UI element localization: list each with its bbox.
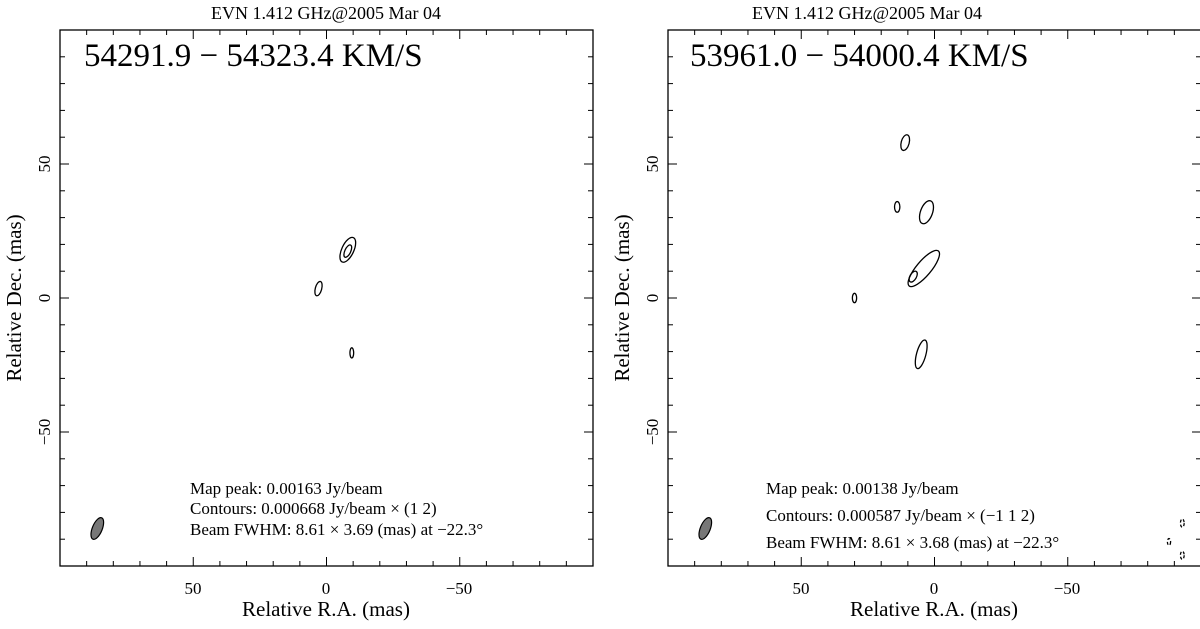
x-tick-label: 0 bbox=[322, 579, 331, 598]
negative-contour bbox=[1179, 518, 1185, 528]
beam-ellipse bbox=[698, 517, 713, 540]
x-tick-label: 0 bbox=[930, 579, 939, 598]
beam-fwhm-text: Beam FWHM: 8.61 × 3.68 (mas) at −22.3° bbox=[766, 533, 1059, 552]
y-tick-label: 50 bbox=[643, 156, 662, 173]
y-axis-label: Relative Dec. (mas) bbox=[610, 214, 634, 381]
contours-text: Contours: 0.000668 Jy/beam × (1 2) bbox=[190, 499, 437, 518]
y-tick-label: 50 bbox=[35, 156, 54, 173]
map-peak-text: Map peak: 0.00163 Jy/beam bbox=[190, 479, 383, 498]
contour-level-1 bbox=[918, 200, 935, 225]
y-tick-label: 0 bbox=[643, 294, 662, 303]
x-tick-label: −50 bbox=[1054, 579, 1081, 598]
x-tick-label: −50 bbox=[446, 579, 473, 598]
contour-level-1 bbox=[900, 134, 911, 152]
contour-level-1 bbox=[914, 339, 928, 370]
contour-level-1 bbox=[314, 280, 323, 297]
contours-text: Contours: 0.000587 Jy/beam × (−1 1 2) bbox=[766, 506, 1035, 525]
beam-ellipse bbox=[90, 517, 105, 540]
panel-title: EVN 1.412 GHz@2005 Mar 04 bbox=[211, 3, 441, 23]
x-axis-label: Relative R.A. (mas) bbox=[242, 597, 410, 621]
contour-panel-right: EVN 1.412 GHz@2005 Mar 04 53961.0 − 5400… bbox=[610, 3, 1200, 621]
contour-level-1 bbox=[339, 236, 357, 263]
negative-contour bbox=[1179, 550, 1185, 560]
y-tick-label: −50 bbox=[35, 419, 54, 446]
contour-level-1 bbox=[907, 249, 941, 288]
axis-ticks bbox=[667, 29, 1200, 567]
beam-fwhm-text: Beam FWHM: 8.61 × 3.69 (mas) at −22.3° bbox=[190, 520, 483, 539]
x-axis-label: Relative R.A. (mas) bbox=[850, 597, 1018, 621]
negative-contour bbox=[1166, 537, 1172, 546]
x-tick-label: 50 bbox=[793, 579, 810, 598]
contour-level-1 bbox=[851, 292, 858, 304]
contour-level-1 bbox=[349, 347, 355, 359]
x-tick-label: 50 bbox=[185, 579, 202, 598]
contour-level-2 bbox=[908, 270, 918, 283]
axis-ticks bbox=[59, 29, 594, 567]
map-peak-text: Map peak: 0.00138 Jy/beam bbox=[766, 479, 959, 498]
contour-panel-left: EVN 1.412 GHz@2005 Mar 04 54291.9 − 5432… bbox=[2, 3, 594, 621]
contour-marks bbox=[90, 236, 357, 540]
velocity-range-label: 53961.0 − 54000.4 KM/S bbox=[690, 38, 1029, 74]
y-axis-label: Relative Dec. (mas) bbox=[2, 214, 26, 381]
panel-title: EVN 1.412 GHz@2005 Mar 04 bbox=[752, 3, 982, 23]
velocity-range-label: 54291.9 − 54323.4 KM/S bbox=[84, 38, 423, 74]
contour-level-1 bbox=[893, 200, 901, 213]
y-tick-label: −50 bbox=[643, 419, 662, 446]
contour-level-2 bbox=[343, 244, 353, 258]
contour-marks bbox=[698, 134, 1185, 560]
y-tick-label: 0 bbox=[35, 294, 54, 303]
